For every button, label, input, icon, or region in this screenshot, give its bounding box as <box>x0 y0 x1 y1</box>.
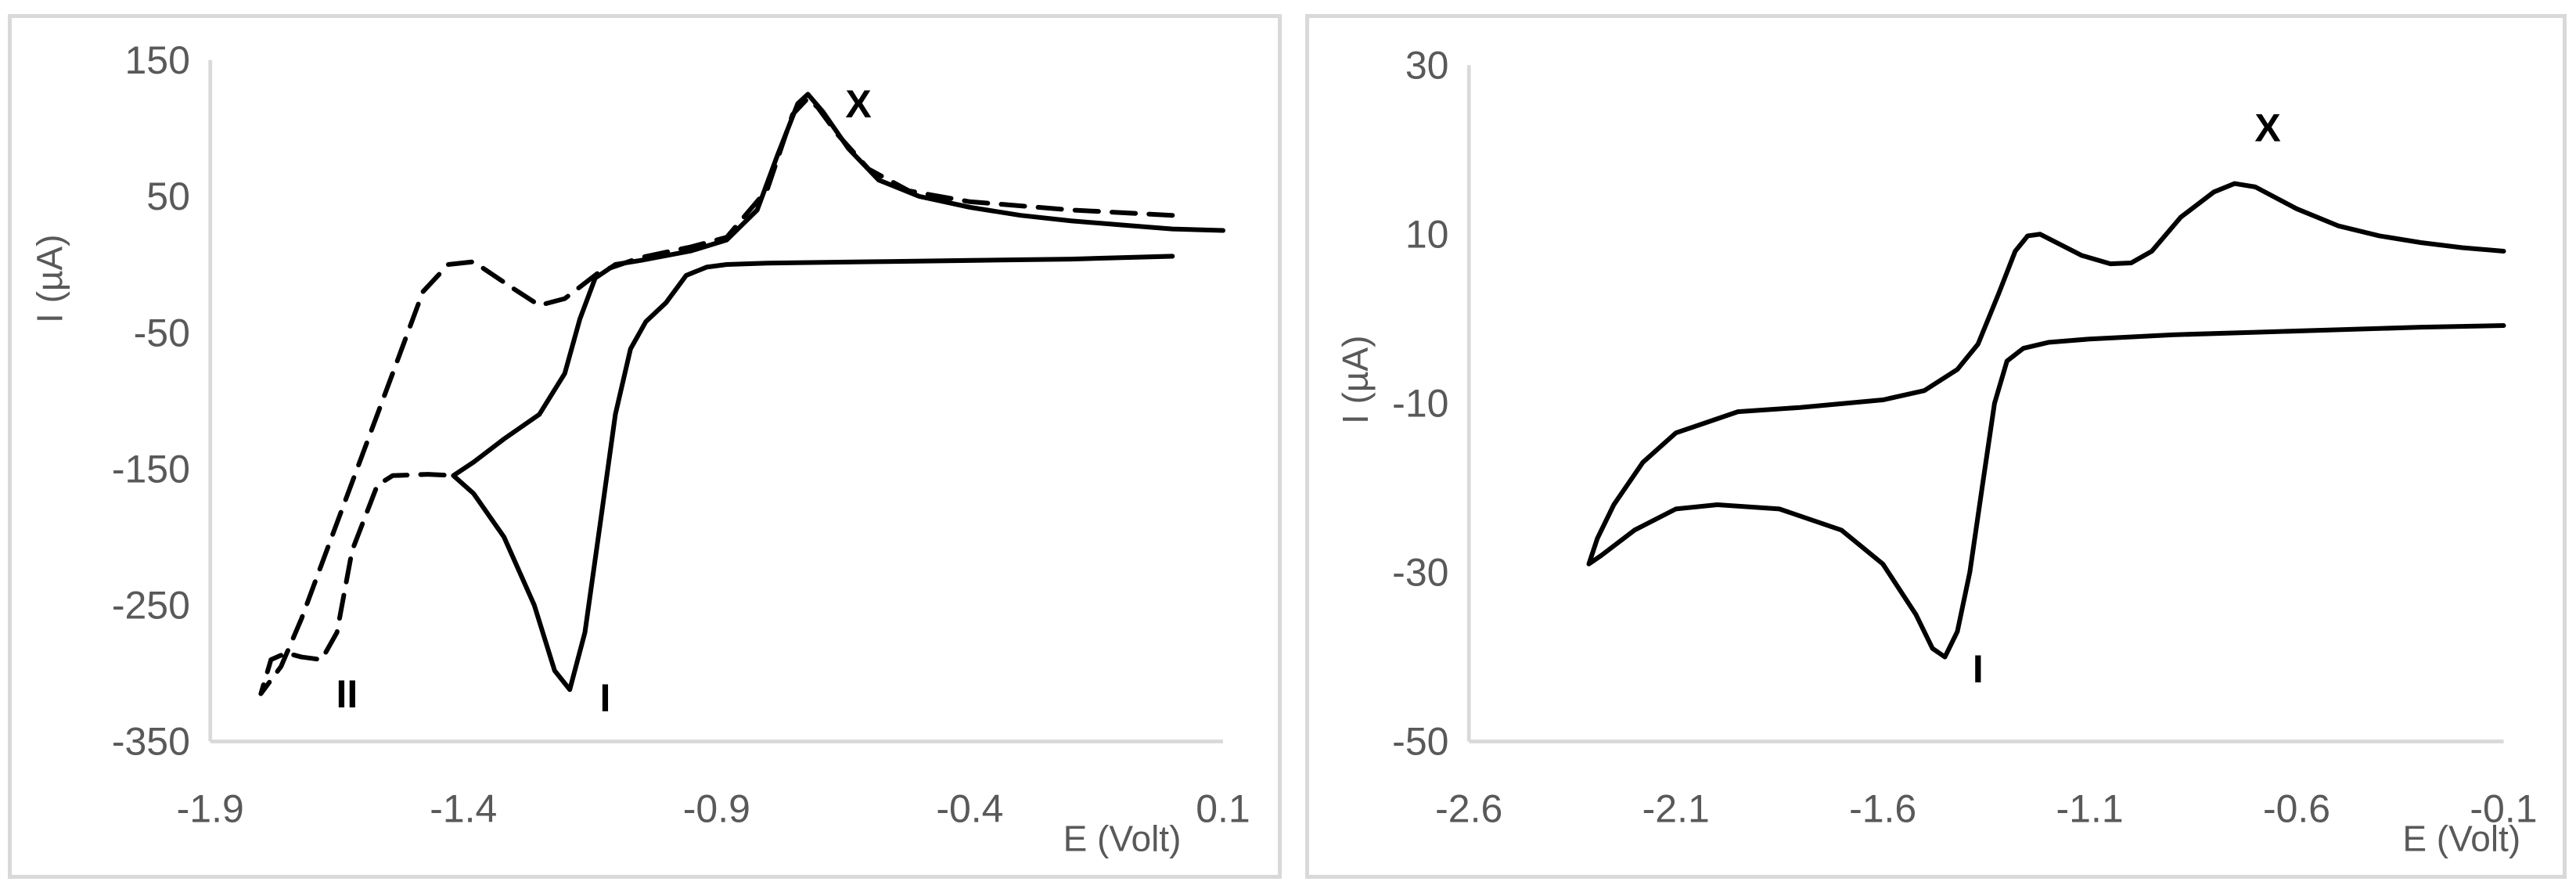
left-y-tick-label: -250 <box>112 584 190 628</box>
right-series-solid-line <box>1586 181 2506 660</box>
right-x-tick-label: -2.6 <box>1435 787 1502 831</box>
left-y-tick-label: 50 <box>146 175 190 218</box>
left-x-tick-label: -0.4 <box>936 787 1003 831</box>
right-y-axis-title: I (µA) <box>1335 336 1376 424</box>
left-x-tick-label: -1.9 <box>177 787 244 831</box>
left-cyclic-voltammogram: 150 50 -50 -150 -250 -350 -1.9 -1.4 -0.9 -0.4 0.1 E… <box>30 38 1250 858</box>
right-plot-group: 30 10 -10 -30 -50 -2.6 -2.1 -1.6 -1.1 -0.6 -0.1E (… <box>1335 43 2537 858</box>
left-series-dashed-line <box>258 95 1175 696</box>
left-x-tick-label: -0.9 <box>683 787 750 831</box>
left-peak-annotation: II <box>336 672 358 716</box>
right-y-tick-label: -30 <box>1392 551 1448 595</box>
right-x-tick-label: -0.6 <box>2263 787 2330 831</box>
left-peak-annotation: I <box>600 676 611 720</box>
right-peak-annotation: X <box>2254 106 2280 149</box>
right-x-tick-label: -1.1 <box>2056 787 2124 831</box>
right-y-tick-label: 10 <box>1405 212 1449 256</box>
left-x-tick-label: 0.1 <box>1196 787 1250 831</box>
left-y-axis-title: I (µA) <box>30 235 70 323</box>
right-y-tick-label: 30 <box>1405 43 1449 87</box>
right-peak-annotation: I <box>1973 647 1984 691</box>
right-x-tick-label: -0.1 <box>2470 787 2537 831</box>
left-y-tick-label: -150 <box>112 447 190 491</box>
left-y-tick-label: 150 <box>124 38 189 82</box>
left-peak-annotation: X <box>845 82 871 126</box>
right-x-axis-title: E (Volt) <box>2402 818 2520 858</box>
right-y-tick-label: -10 <box>1392 382 1448 426</box>
left-x-axis-title: E (Volt) <box>1063 818 1182 858</box>
left-y-tick-label: -350 <box>112 720 190 764</box>
left-plot-group: 150 50 -50 -150 -250 -350 -1.9 -1.4 -0.9 -0.4 0.1 E… <box>30 38 1250 858</box>
left-series-solid-line <box>451 92 1226 693</box>
right-cyclic-voltammogram: 30 10 -10 -30 -50 -2.6 -2.1 -1.6 -1.1 -0.6 -0.1E (… <box>1335 43 2537 858</box>
left-y-tick-label: -50 <box>134 311 190 354</box>
left-chart-panel: 150 50 -50 -150 -250 -350 -1.9 -1.4 -0.9 -0.4 0.1 E… <box>8 14 1282 879</box>
right-x-tick-label: -2.1 <box>1642 787 1710 831</box>
right-chart-panel: 30 10 -10 -30 -50 -2.6 -2.1 -1.6 -1.1 -0.6 -0.1 E (… <box>1305 14 2567 879</box>
right-y-tick-label: -50 <box>1392 720 1448 764</box>
left-x-tick-label: -1.4 <box>430 787 497 831</box>
right-x-tick-label: -1.6 <box>1849 787 1916 831</box>
